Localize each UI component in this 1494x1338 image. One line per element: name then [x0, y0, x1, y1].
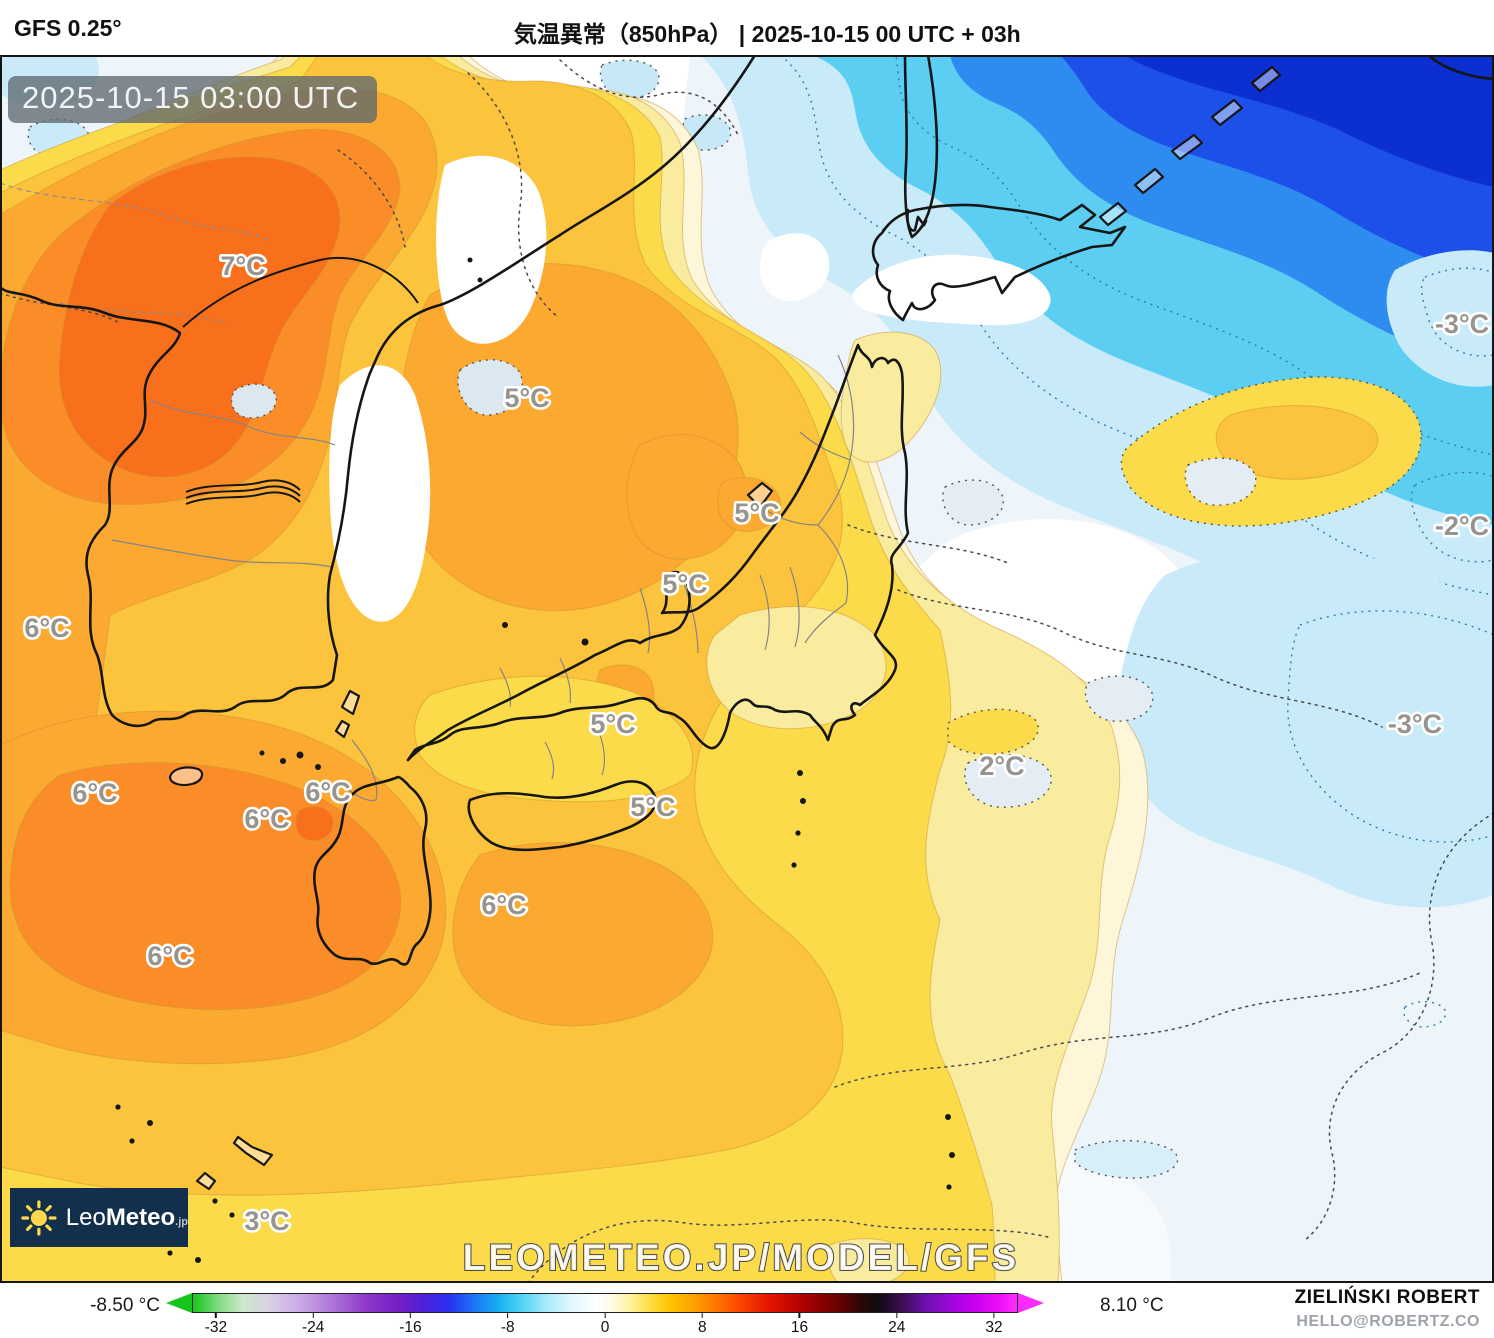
contour-label: -3°C [1435, 309, 1489, 339]
colorbar-tick: -32 [205, 1313, 227, 1337]
sun-icon [21, 1199, 57, 1236]
contour-label: -2°C [1435, 511, 1489, 541]
map-canvas: 7°C 5°C 5°C 5°C 6°C 5°C -3°C -2°C -3°C 2°C 6°C 6°C 6… [0, 55, 1494, 1283]
author-contact: HELLO@ROBERTZ.CO [1296, 1313, 1480, 1330]
contour-label: 5°C [630, 792, 675, 822]
logo-suffix: Meteo [105, 1203, 176, 1231]
contour-label: 2°C [979, 751, 1024, 781]
colorbar-tick: -16 [399, 1313, 422, 1337]
colorbar-min-label: -8.50 °C [90, 1295, 160, 1316]
header: GFS 0.25° 気温異常（850hPa） | 2025-10-15 00 U… [0, 0, 1494, 55]
logo-text: LeoMeteo.jp [66, 1204, 188, 1232]
logo-prefix: Leo [65, 1203, 106, 1231]
credits: ZIELIŃSKI ROBERT HELLO@ROBERTZ.CO [1295, 1287, 1480, 1331]
contour-labels: 7°C 5°C 5°C 5°C 6°C 5°C -3°C -2°C -3°C 2°C 6°C 6°C 6… [22, 249, 1492, 1239]
colorbar-tick: -8 [501, 1313, 515, 1337]
timestamp-badge: 2025-10-15 03:00 UTC [8, 76, 378, 123]
weather-map: 7°C 5°C 5°C 5°C 6°C 5°C -3°C -2°C -3°C 2°C 6°C 6°C 6… [0, 55, 1494, 1283]
colorbar-ticks: -32 -24 -16 -8 0 8 16 24 32 [192, 1313, 1018, 1337]
contour-label: 6°C [305, 777, 350, 807]
colorbar-right-arrow [1018, 1293, 1044, 1313]
colorbar-left-arrow [166, 1293, 192, 1313]
logo-tld: .jp [175, 1215, 188, 1228]
colorbar-tick: 16 [791, 1313, 808, 1337]
contour-label: 3°C [244, 1206, 289, 1236]
colorbar-gradient [192, 1293, 1018, 1313]
contour-label: 6°C [24, 613, 69, 643]
author-name: ZIELIŃSKI ROBERT [1294, 1287, 1480, 1308]
colorbar-tick: -24 [302, 1313, 324, 1337]
contour-label: 6°C [244, 804, 289, 834]
watermark: LEOMETEO.JP/MODEL/GFS [463, 1237, 1019, 1278]
contour-label: 7°C [220, 251, 265, 281]
islands [115, 65, 1282, 1263]
contour-label: 5°C [734, 498, 779, 528]
contour-label: 6°C [72, 778, 117, 808]
colorbar-max-label: 8.10 °C [1100, 1295, 1164, 1316]
contour-label: 6°C [147, 941, 192, 971]
coastlines [0, 55, 1494, 966]
contour-label: 5°C [662, 569, 707, 599]
legend-bar: -8.50 °C -32 -24 -16 -8 0 8 16 24 32 8.10 °C ZIE… [0, 1283, 1494, 1338]
colorbar-tick: 8 [698, 1313, 707, 1337]
contour-label: 6°C [481, 890, 526, 920]
warm-anomaly-bands [0, 55, 1422, 1283]
colorbar-tick: 0 [601, 1313, 609, 1337]
leometeo-logo: LeoMeteo.jp [10, 1188, 188, 1247]
contour-label: -3°C [1388, 709, 1442, 739]
colorbar-tick: 24 [888, 1313, 905, 1337]
colorbar-tick: 32 [985, 1313, 1003, 1337]
contour-label: 5°C [504, 383, 549, 413]
model-label: GFS 0.25° [14, 15, 122, 41]
interior-patches [230, 155, 1257, 808]
page-title: 気温異常（850hPa） | 2025-10-15 00 UTC + 03h [513, 21, 1021, 47]
contour-label: 5°C [590, 709, 635, 739]
